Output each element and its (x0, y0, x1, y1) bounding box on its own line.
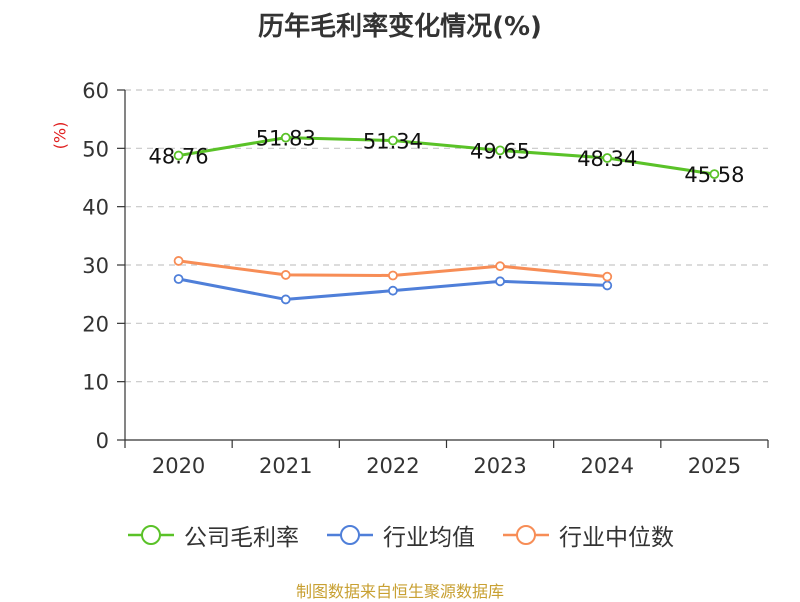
x-tick-label: 2023 (473, 454, 526, 478)
x-tick-label: 2022 (366, 454, 419, 478)
legend-item[interactable]: 行业中位数 (501, 518, 674, 552)
data-point (280, 132, 291, 143)
data-point (173, 256, 184, 266)
legend-swatch-icon (503, 525, 549, 545)
chart-title: 历年毛利率变化情况(%) (258, 12, 542, 42)
series-2 (173, 256, 613, 282)
x-tick-label: 2020 (152, 454, 205, 478)
data-point (280, 294, 291, 305)
axes: 0 10 20 30 40 50 60 2020 2021 2022 2023 2024 2025 (82, 79, 769, 478)
data-point (495, 276, 505, 287)
legend: 公司毛利率 行业均值 行业中位数 (0, 518, 800, 552)
y-tick-label: 60 (82, 79, 109, 103)
data-point (173, 150, 184, 161)
data-point (495, 261, 505, 272)
legend-swatch-icon (128, 525, 174, 545)
grid-lines (125, 89, 768, 383)
y-tick-label: 20 (82, 312, 109, 336)
data-label: 51.34 (363, 130, 423, 154)
x-tick-label: 2025 (688, 454, 741, 478)
data-label: 48.76 (149, 145, 209, 169)
y-tick-label: 50 (82, 137, 109, 161)
y-tick-label: 10 (82, 371, 109, 395)
y-tick-label: 40 (82, 196, 109, 220)
data-point (602, 271, 613, 282)
legend-item[interactable]: 行业均值 (325, 518, 475, 552)
x-tick-label: 2021 (259, 454, 312, 478)
data-point (173, 274, 184, 284)
legend-swatch-icon (327, 525, 373, 545)
series-line (178, 136, 715, 176)
data-label: 49.65 (470, 139, 530, 163)
legend-label: 公司毛利率 (184, 525, 299, 551)
legend-swatch-marker (141, 525, 161, 545)
data-label: 48.34 (577, 147, 637, 171)
y-tick-label: 30 (82, 254, 109, 278)
x-tick-label: 2024 (581, 454, 634, 478)
legend-item[interactable]: 公司毛利率 (126, 518, 299, 552)
data-point (495, 145, 505, 156)
legend-swatch-marker (340, 525, 360, 545)
legend-swatch-marker (516, 525, 536, 545)
data-labels: 48.76 51.83 51.34 49.65 48.34 45.58 (149, 127, 745, 187)
data-point (388, 285, 398, 296)
data-label: 51.83 (256, 127, 316, 151)
data-point (709, 169, 720, 180)
data-point (602, 280, 613, 291)
source-note: 制图数据来自恒生聚源数据库 (295, 582, 504, 601)
series-1 (173, 274, 613, 305)
data-point (280, 270, 291, 280)
y-tick-label: 0 (96, 429, 109, 453)
series-0 (173, 132, 720, 180)
series-lines (173, 132, 720, 305)
data-label: 45.58 (684, 163, 744, 187)
data-point (388, 270, 398, 281)
legend-label: 行业均值 (383, 525, 475, 551)
legend-label: 行业中位数 (559, 525, 674, 551)
data-point (388, 135, 398, 146)
data-point (602, 153, 613, 163)
